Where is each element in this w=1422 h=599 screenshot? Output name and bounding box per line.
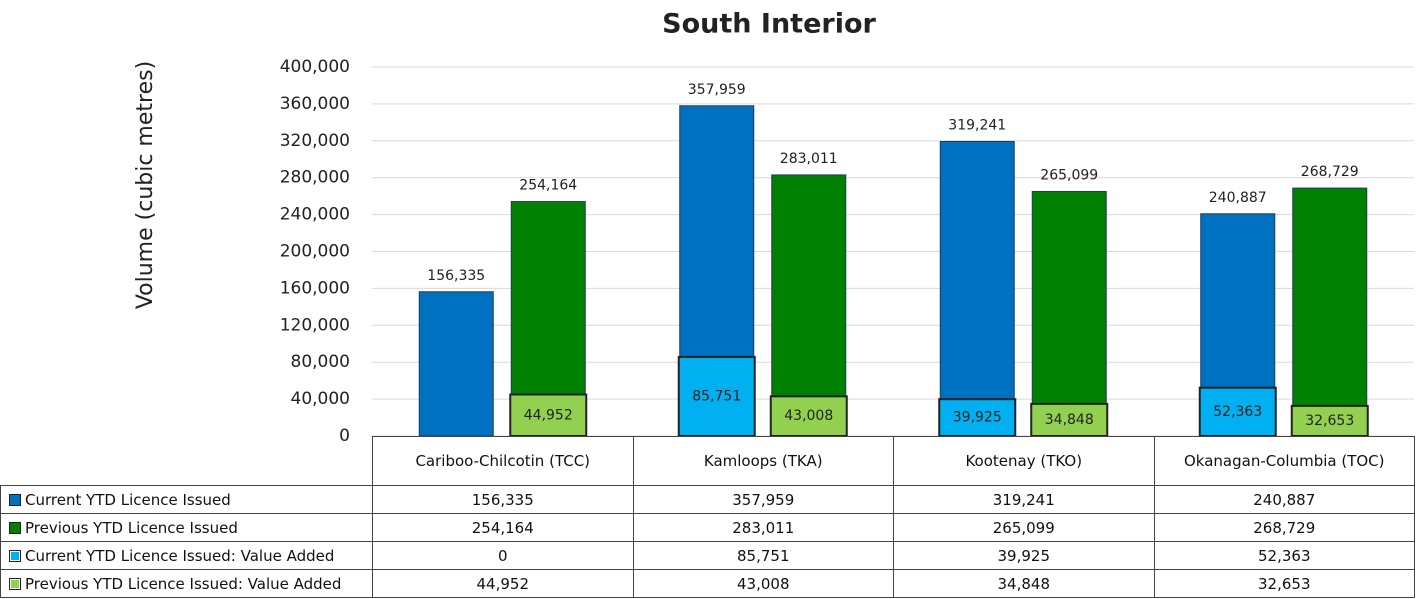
legend-label: Current YTD Licence Issued xyxy=(25,490,231,509)
table-value: 283,011 xyxy=(632,513,894,542)
value-added-bar xyxy=(1290,404,1369,437)
value-label: 39,925 xyxy=(953,410,1002,426)
value-label: 85,751 xyxy=(692,388,741,404)
legend-key xyxy=(9,493,21,506)
table-value: 34,848 xyxy=(893,569,1155,598)
table-value: 52,363 xyxy=(1153,541,1415,570)
y-tick-label: 360,000 xyxy=(280,94,350,114)
table-value: 39,925 xyxy=(893,541,1155,570)
y-tick-label: 120,000 xyxy=(280,315,350,335)
legend-key xyxy=(9,521,21,534)
value-label: 283,011 xyxy=(780,151,838,167)
y-tick-label: 400,000 xyxy=(280,57,350,77)
y-axis-label: Volume (cubic metres) xyxy=(133,61,158,309)
table-value: 240,887 xyxy=(1153,485,1415,514)
y-tick-label: 0 xyxy=(339,426,350,446)
data-table: Cariboo-Chilcotin (TCC) Kamloops (TKA) Koo… xyxy=(0,436,1415,598)
table-value: 254,164 xyxy=(372,513,634,542)
y-tick-label: 80,000 xyxy=(291,352,350,372)
legend-label: Previous YTD Licence Issued: Value Added xyxy=(25,574,342,593)
legend-label: Previous YTD Licence Issued xyxy=(25,518,238,537)
value-label: 240,887 xyxy=(1209,190,1267,206)
table-value: 156,335 xyxy=(372,485,634,514)
legend-cell: Previous YTD Licence Issued: Value Added xyxy=(0,569,373,598)
table-value: 43,008 xyxy=(632,569,894,598)
value-label: 43,008 xyxy=(784,408,833,424)
table-row: Previous YTD Licence Issued: Value Added… xyxy=(0,569,1415,598)
blank-cell xyxy=(0,436,373,486)
value-label: 268,729 xyxy=(1301,164,1359,180)
table-value: 265,099 xyxy=(893,513,1155,542)
value-added-bar xyxy=(509,393,588,437)
value-label: 319,241 xyxy=(948,118,1006,134)
chart-title: South Interior xyxy=(662,9,876,40)
legend-cell: Current YTD Licence Issued: Value Added xyxy=(0,541,373,570)
table-value: 319,241 xyxy=(893,485,1155,514)
table-value: 32,653 xyxy=(1153,569,1415,598)
y-tick-label: 200,000 xyxy=(280,242,350,262)
y-tick-label: 280,000 xyxy=(280,168,350,188)
legend-key xyxy=(9,577,21,590)
table-header: Cariboo-Chilcotin (TCC) Kamloops (TKA) Koo… xyxy=(0,436,1415,486)
category-label: Kamloops (TKA) xyxy=(632,436,894,486)
value-label: 357,959 xyxy=(688,82,746,98)
y-tick-label: 240,000 xyxy=(280,205,350,225)
value-label: 265,099 xyxy=(1040,167,1098,183)
bar xyxy=(771,174,847,437)
bar xyxy=(1031,190,1107,437)
legend-label: Current YTD Licence Issued: Value Added xyxy=(25,546,335,565)
legend-cell: Previous YTD Licence Issued xyxy=(0,513,373,542)
y-tick-label: 320,000 xyxy=(280,131,350,151)
legend-key xyxy=(9,549,21,562)
value-label: 34,848 xyxy=(1045,412,1094,428)
bar xyxy=(1292,187,1368,437)
value-label: 254,164 xyxy=(519,178,577,194)
category-label: Kootenay (TKO) xyxy=(893,436,1155,486)
table-value: 0 xyxy=(372,541,634,570)
table-row: Current YTD Licence Issued: Value Added 0… xyxy=(0,541,1415,570)
category-label: Okanagan-Columbia (TOC) xyxy=(1153,436,1415,486)
table-value: 85,751 xyxy=(632,541,894,570)
value-label: 32,653 xyxy=(1305,413,1354,429)
legend-cell: Current YTD Licence Issued xyxy=(0,485,373,514)
bar xyxy=(939,141,1015,437)
table-row: Current YTD Licence Issued 156,335 357,959… xyxy=(0,485,1415,514)
table-value: 268,729 xyxy=(1153,513,1415,542)
category-label: Cariboo-Chilcotin (TCC) xyxy=(372,436,634,486)
bar xyxy=(418,291,494,437)
value-added-bar xyxy=(1198,386,1277,437)
value-label: 44,952 xyxy=(524,407,573,423)
value-label: 156,335 xyxy=(427,268,485,284)
table-row: Previous YTD Licence Issued 254,164 283,01… xyxy=(0,513,1415,542)
value-added-bar xyxy=(769,395,848,438)
value-label: 52,363 xyxy=(1213,404,1262,420)
y-tick-label: 160,000 xyxy=(280,278,350,298)
table-value: 44,952 xyxy=(372,569,634,598)
y-tick-label: 40,000 xyxy=(291,389,350,409)
table-value: 357,959 xyxy=(632,485,894,514)
